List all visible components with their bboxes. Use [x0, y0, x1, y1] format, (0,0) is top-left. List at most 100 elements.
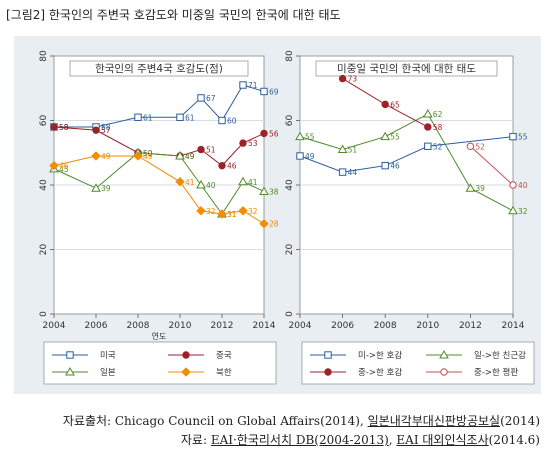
data-label: 55	[518, 133, 528, 142]
data-label: 58	[433, 123, 443, 132]
legend-marker	[181, 367, 191, 377]
data-point	[259, 218, 269, 229]
x-tick-label: 2008	[374, 321, 397, 331]
graph-area: 0 20 40 60 80 2004 2006 2008 2010 2012 2014 연도 한국인의 …	[14, 36, 541, 394]
data-label: 58	[59, 123, 69, 132]
legend-box	[43, 341, 277, 385]
data-label: 56	[269, 129, 279, 138]
data-label: 31	[227, 210, 237, 219]
data-label: 38	[269, 187, 279, 196]
data-label: 53	[248, 139, 258, 148]
legend-label: 미->한 호감	[358, 350, 402, 361]
legend-marker	[324, 368, 332, 376]
data-label: 51	[206, 146, 216, 155]
data-label: 69	[269, 87, 279, 96]
source-text: (2014.6)	[488, 433, 540, 447]
data-label: 49	[185, 152, 195, 161]
charts-svg: 0 20 40 60 80 2004 2006 2008 2010 2012 2014 연도 한국인의 …	[39, 50, 535, 385]
data-label: 67	[206, 94, 216, 103]
series-line	[470, 145, 514, 186]
data-label: 65	[390, 100, 400, 109]
data-label: 55	[305, 133, 315, 142]
data-label: 55	[390, 133, 400, 142]
data-point	[133, 151, 143, 161]
data-point	[509, 132, 517, 141]
source-text: 자료:	[180, 433, 211, 447]
x-tick-label: 2010	[169, 321, 192, 331]
data-label: 39	[475, 184, 485, 193]
source-link[interactable]: 일본내각부대신판방공보실	[367, 414, 501, 428]
y-tick-label: 0	[285, 311, 295, 317]
data-point	[422, 109, 433, 118]
data-point	[175, 177, 185, 187]
y-tick-label: 40	[39, 179, 49, 191]
x-tick-label: 2004	[43, 321, 66, 331]
x-tick-label: 2012	[459, 321, 482, 331]
y-tick-label: 60	[39, 115, 49, 127]
data-point	[50, 123, 58, 131]
legend-label: 중->한 평판	[474, 367, 518, 378]
legend-marker	[65, 366, 75, 376]
series-line	[53, 152, 265, 215]
x-tick-label: 2004	[289, 321, 312, 331]
y-tick-label: 80	[285, 50, 295, 62]
data-label: 32	[248, 207, 258, 216]
data-point	[295, 131, 305, 141]
legend-label: 일본	[100, 368, 116, 378]
data-label: 61	[143, 113, 153, 122]
y-tick-label: 60	[285, 115, 295, 127]
data-point	[196, 179, 206, 189]
data-label: 46	[59, 162, 69, 171]
source-link[interactable]: EAI 대외인식조사	[396, 433, 489, 447]
data-point	[259, 186, 269, 195]
series-line	[54, 84, 265, 128]
data-point	[260, 129, 268, 138]
data-point	[218, 116, 226, 125]
data-point	[465, 183, 476, 192]
data-label: 60	[227, 117, 237, 126]
data-label: 40	[206, 181, 216, 190]
source-note-1: 자료출처: Chicago Council on Global Affairs(…	[63, 412, 540, 429]
y-tick-label: 20	[39, 244, 49, 256]
data-point	[508, 205, 518, 215]
data-point	[134, 113, 142, 121]
data-label: 58	[101, 123, 111, 132]
data-label: 62	[433, 110, 443, 119]
data-label: 32	[518, 207, 528, 216]
data-label: 49	[305, 152, 315, 161]
series-line	[299, 113, 514, 212]
legend-box	[301, 341, 535, 385]
data-point	[337, 144, 348, 154]
data-point	[176, 113, 184, 121]
legend-marker	[439, 349, 449, 359]
data-label: 39	[101, 184, 111, 193]
x-axis-label: 연도	[152, 332, 167, 341]
data-point	[380, 131, 391, 141]
y-tick-label: 40	[285, 179, 295, 191]
x-tick-label: 2010	[416, 321, 439, 331]
data-point	[260, 87, 268, 96]
legend-marker	[440, 368, 448, 376]
data-label: 73	[348, 75, 358, 84]
x-tick-label: 2014	[502, 321, 525, 331]
legend-label: 중국	[216, 351, 232, 361]
data-label: 40	[518, 181, 528, 190]
chart-title: 한국인의 주변4국 호감도(점)	[95, 63, 223, 75]
legend-label: 북한	[216, 368, 232, 378]
data-label: 32	[206, 207, 216, 216]
data-label: 49	[185, 152, 195, 161]
data-point	[338, 168, 347, 176]
data-point	[217, 209, 227, 219]
x-tick-label: 2006	[85, 321, 108, 331]
data-point	[381, 161, 389, 170]
data-label: 71	[248, 81, 258, 90]
x-tick-label: 2008	[127, 321, 150, 331]
data-label: 57	[101, 126, 111, 135]
data-label: 41	[185, 178, 195, 187]
data-point	[381, 100, 389, 109]
data-label: 50	[143, 149, 153, 158]
data-label: 45	[59, 165, 69, 174]
source-link[interactable]: EAI·한국리서치 DB(2004-2013)	[210, 433, 389, 447]
data-label: 52	[475, 142, 485, 151]
data-point	[175, 150, 185, 160]
